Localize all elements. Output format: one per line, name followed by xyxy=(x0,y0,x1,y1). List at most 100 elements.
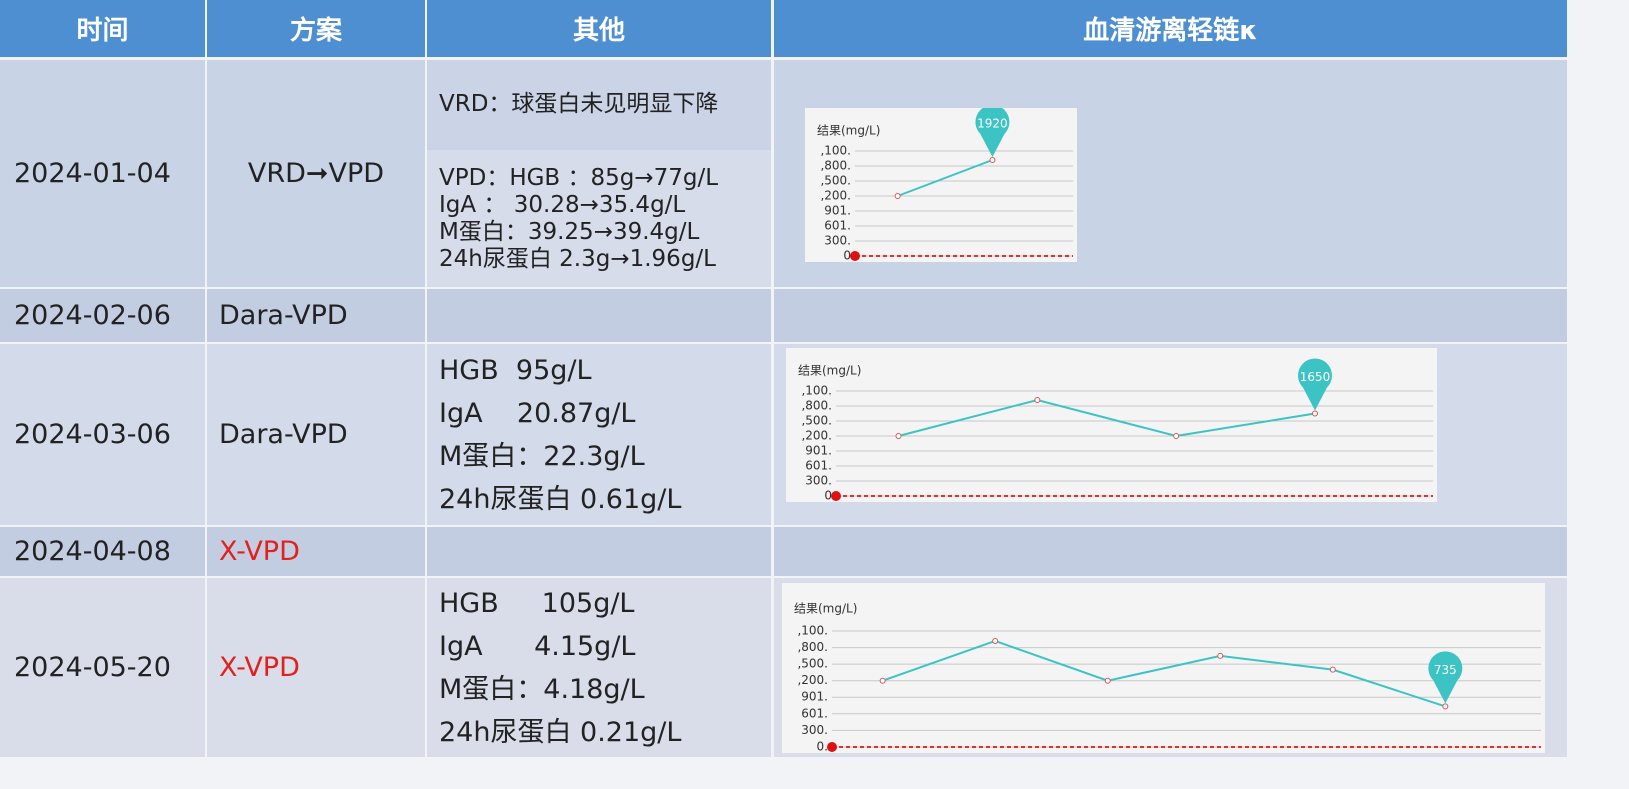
y-tick-label: 901. xyxy=(805,443,832,457)
pin xyxy=(1297,358,1332,411)
point xyxy=(992,637,999,644)
chart-cell xyxy=(774,527,1567,576)
other-line: M蛋白：4.18g/L xyxy=(439,673,645,705)
other-line: M蛋白：39.25→39.4g/L xyxy=(439,218,700,245)
y-tick-label: 0. xyxy=(817,740,828,754)
y-tick-label: ,500. xyxy=(797,657,828,671)
other-line: M蛋白：22.3g/L xyxy=(439,440,645,472)
y-tick-label: 300. xyxy=(801,723,828,737)
annotation: 1920 xyxy=(977,117,1008,131)
y-tick-label: ,200. xyxy=(801,429,832,443)
plan-cell: X-VPD xyxy=(207,527,425,576)
other-line: HGB 105g/L xyxy=(439,587,635,619)
plan: X-VPD xyxy=(219,536,300,567)
plan: VRD➞VPD xyxy=(247,158,385,189)
header-cell: 时间 xyxy=(0,0,205,57)
annotation: 735 xyxy=(1434,663,1457,677)
date: 2024-04-08 xyxy=(14,536,171,567)
point xyxy=(895,433,902,439)
y-tick-label: 0 xyxy=(824,489,832,503)
y-tick-label: 601. xyxy=(824,218,851,232)
plan-cell: Dara-VPD xyxy=(207,289,425,342)
plan-cell: X-VPD xyxy=(207,578,425,757)
header-cell: 血清游离轻链κ xyxy=(774,0,1567,57)
chart: 结果(mg/L) 0 300. 601. 901. ,200. ,500. ,800. ,100… xyxy=(805,104,1077,263)
y-tick-label: 0 xyxy=(843,249,851,263)
date-cell: 2024-01-04 xyxy=(0,60,205,287)
y-tick-label: 300. xyxy=(805,474,832,488)
origin-dot xyxy=(850,251,860,261)
point xyxy=(879,677,886,684)
chart-svg: 结果(mg/L) 0. 300. 601. 901. ,200. ,500. ,800. ,10… xyxy=(794,602,1541,754)
other-line: IgA 20.87g/L xyxy=(439,397,636,429)
date-cell: 2024-03-06 xyxy=(0,344,205,525)
other-cell xyxy=(427,289,771,342)
chart: 结果(mg/L) 0. 300. 601. 901. ,200. ,500. ,800. ,10… xyxy=(782,583,1545,754)
plan: X-VPD xyxy=(219,652,300,683)
plan: Dara-VPD xyxy=(219,300,348,331)
y-tick-label: 901. xyxy=(801,690,828,704)
line xyxy=(897,159,993,197)
other-line: 24h尿蛋白 0.21g/L xyxy=(439,716,682,748)
y-tick-label: ,100. xyxy=(820,144,851,158)
y-tick-label: 601. xyxy=(801,706,828,720)
point xyxy=(1217,652,1224,659)
chart: 结果(mg/L) 0 300. 601. 901. ,200. ,500. ,800. ,100… xyxy=(786,348,1437,503)
other-line: VPD：HGB ：85g→77g/L xyxy=(439,164,719,191)
y-tick-label: ,500. xyxy=(801,414,832,428)
y-axis-label: 结果(mg/L) xyxy=(794,602,857,616)
origin-dot xyxy=(827,742,837,752)
point xyxy=(1442,703,1449,710)
y-tick-label: ,100. xyxy=(797,624,828,638)
date: 2024-05-20 xyxy=(14,652,171,683)
point xyxy=(894,193,901,199)
date-cell: 2024-02-06 xyxy=(0,289,205,342)
pin xyxy=(975,104,1010,157)
y-axis-label: 结果(mg/L) xyxy=(817,124,880,138)
chart-cell xyxy=(774,289,1567,342)
other-group: HGB 105g/L IgA 4.15g/L M蛋白：4.18g/L 24h尿蛋白 0… xyxy=(427,578,771,757)
y-tick-label: ,200. xyxy=(820,189,851,203)
y-tick-label: ,800. xyxy=(797,640,828,654)
other-cell: HGB 105g/L IgA 4.15g/L M蛋白：4.18g/L 24h尿蛋白 0… xyxy=(427,578,771,757)
y-tick-label: ,100. xyxy=(801,384,832,398)
other-line: 24h尿蛋白 2.3g→1.96g/L xyxy=(439,245,716,272)
other-line: IgA 4.15g/L xyxy=(439,630,636,662)
other-line: IgA ： 30.28→35.4g/L xyxy=(439,191,686,218)
y-axis-label: 结果(mg/L) xyxy=(798,364,861,378)
other-cell xyxy=(427,527,771,576)
other-group: VPD：HGB ：85g→77g/L IgA ： 30.28→35.4g/L M蛋白… xyxy=(427,150,771,287)
other-cell: VRD：球蛋白未见明显下降 VPD：HGB ：85g→77g/L IgA ： 30.… xyxy=(427,60,771,287)
origin-dot xyxy=(831,491,841,501)
date: 2024-03-06 xyxy=(14,419,171,450)
other-line: HGB 95g/L xyxy=(439,354,592,386)
y-tick-label: 601. xyxy=(805,458,832,472)
y-tick-label: ,500. xyxy=(820,174,851,188)
point xyxy=(1104,677,1111,684)
other-group: VRD：球蛋白未见明显下降 xyxy=(427,60,771,148)
date-cell: 2024-04-08 xyxy=(0,527,205,576)
date: 2024-02-06 xyxy=(14,300,171,331)
plan-cell: Dara-VPD xyxy=(207,344,425,525)
line xyxy=(898,398,1316,438)
other-group: HGB 95g/L IgA 20.87g/L M蛋白：22.3g/L 24h尿蛋白 0… xyxy=(427,344,771,525)
date: 2024-01-04 xyxy=(14,158,171,189)
y-tick-label: 300. xyxy=(824,234,851,248)
point xyxy=(1311,410,1318,417)
plan: Dara-VPD xyxy=(219,419,348,450)
header-cell: 方案 xyxy=(207,0,425,57)
y-tick-label: ,200. xyxy=(797,673,828,687)
other-cell: HGB 95g/L IgA 20.87g/L M蛋白：22.3g/L 24h尿蛋白 0… xyxy=(427,344,771,525)
point xyxy=(1034,397,1041,403)
pin xyxy=(1428,651,1463,704)
annotation: 1650 xyxy=(1300,370,1331,384)
y-tick-label: ,800. xyxy=(820,159,851,173)
other-line: VRD：球蛋白未见明显下降 xyxy=(439,90,719,117)
point xyxy=(1173,433,1180,439)
line xyxy=(882,639,1446,708)
other-line: 24h尿蛋白 0.61g/L xyxy=(439,483,682,515)
date-cell: 2024-05-20 xyxy=(0,578,205,757)
